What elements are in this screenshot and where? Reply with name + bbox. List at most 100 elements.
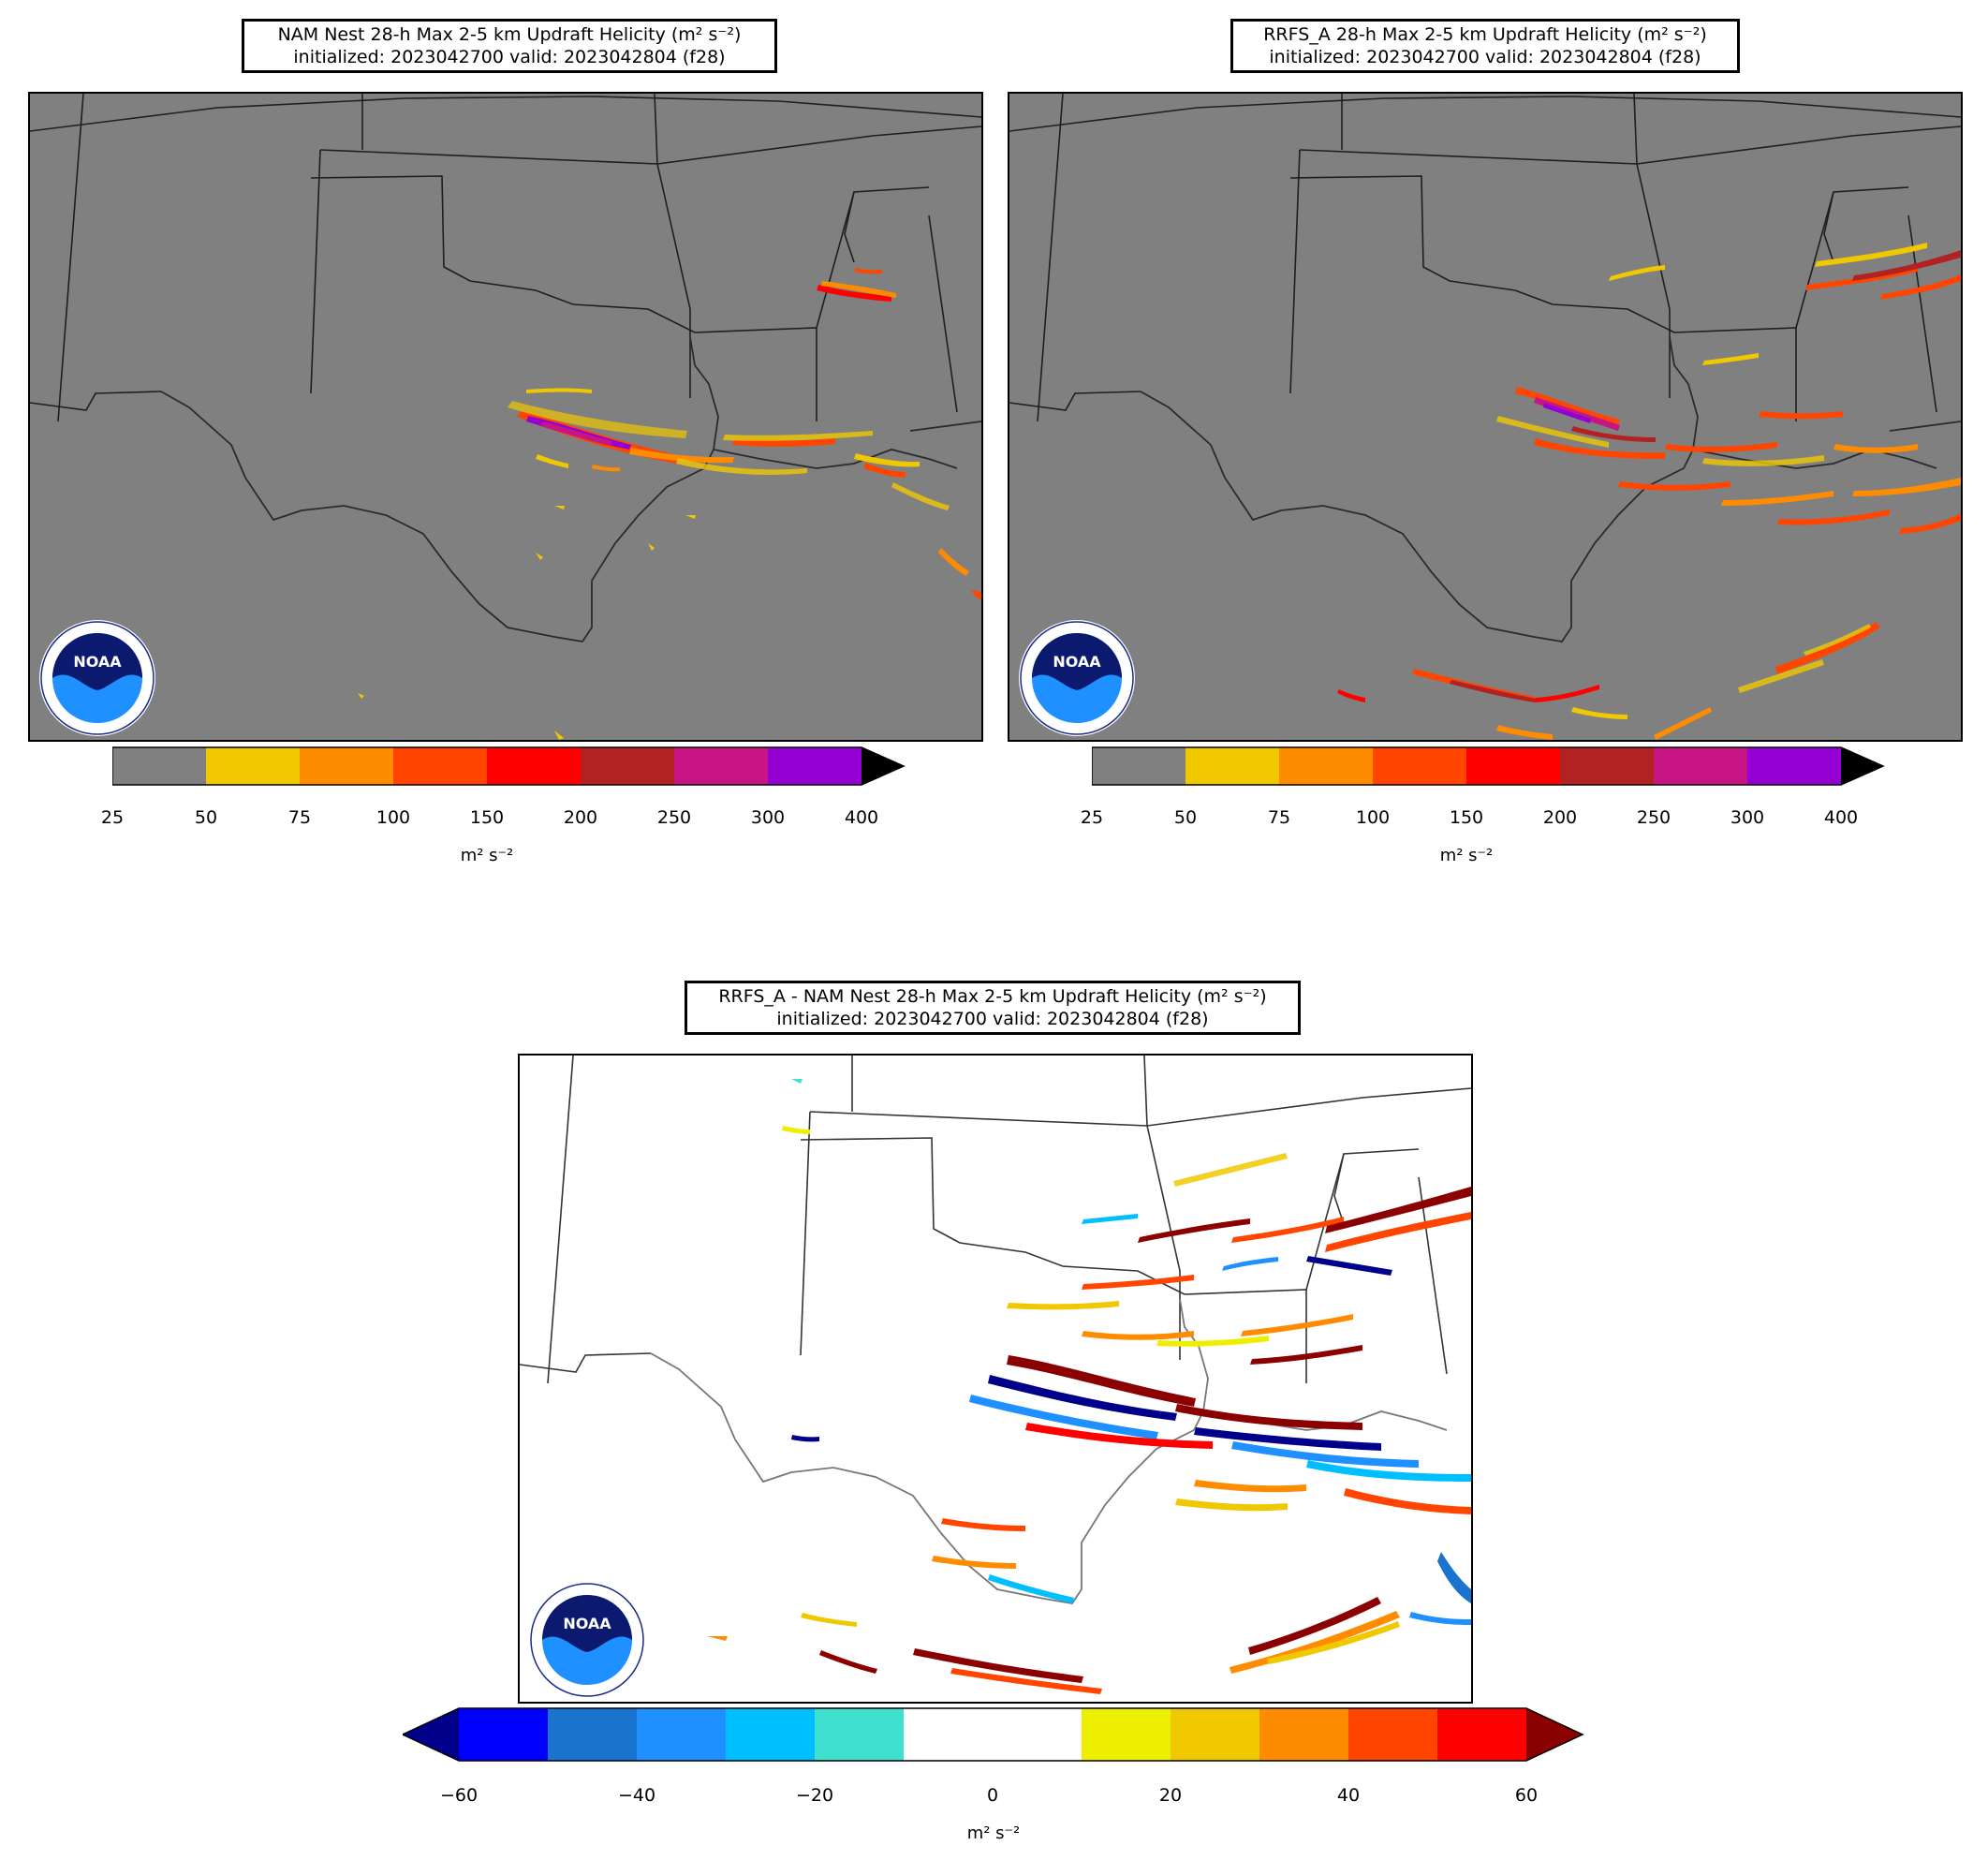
colorbar-tick-label: 50: [194, 807, 218, 828]
rrfs-colorbar: [1092, 746, 1888, 787]
nam-title: NAM Nest 28-h Max 2-5 km Updraft Helicit…: [242, 19, 777, 73]
nam-colorbar-svg: [112, 746, 906, 786]
state-borders: [520, 1056, 1471, 1384]
colorbar-tick-label: 300: [750, 807, 786, 828]
diff-title-line1: RRFS_A - NAM Nest 28-h Max 2-5 km Updraf…: [718, 986, 1267, 1007]
diff-colorbar-unit: m² s⁻²: [966, 1823, 1021, 1843]
colorbar-tick-label: 200: [563, 807, 598, 828]
colorbar-segment: [112, 747, 207, 785]
rrfs-colorbar-ticks: 25 50 75 100 150 200 250 300 400: [1081, 807, 1858, 835]
colorbar-segment: [1259, 1708, 1349, 1761]
colorbar-tick-label: 300: [1730, 807, 1765, 828]
colorbar-tick-label: 25: [1080, 807, 1104, 828]
rrfs-title-line2: initialized: 2023042700 valid: 202304280…: [1269, 47, 1701, 67]
colorbar-segment: [674, 747, 769, 785]
noaa-logo-icon: NOAA: [1019, 620, 1135, 736]
nam-storm-swaths: [358, 268, 981, 740]
colorbar-tick-label: 150: [469, 807, 505, 828]
noaa-logo-text: NOAA: [1053, 653, 1101, 671]
colorbar-segment: [1185, 747, 1280, 785]
colorbar-tick-label: 400: [1823, 807, 1859, 828]
colorbar-tick-label: 0: [986, 1785, 999, 1806]
noaa-logo: NOAA: [32, 620, 163, 737]
rrfs-storm-swaths: [1337, 243, 1961, 740]
nam-colorbar-ticks: 25 50 75 100 150 200 250 300 400: [101, 807, 878, 835]
colorbar-tick-label: 100: [1355, 807, 1391, 828]
colorbar-segment: [393, 747, 488, 785]
colorbar-segment: [1082, 1708, 1171, 1761]
colorbar-segment: [1437, 1708, 1527, 1761]
colorbar-tick-label: 40: [1336, 1785, 1361, 1806]
colorbar-outline: [1092, 746, 1885, 786]
colorbar-segment: [206, 747, 301, 785]
colorbar-tick-label: 25: [100, 807, 125, 828]
rrfs-colorbar-unit: m² s⁻²: [1439, 846, 1494, 865]
nam-title-line2: initialized: 2023042700 valid: 202304280…: [293, 47, 726, 67]
colorbar-tick-label: 20: [1158, 1785, 1183, 1806]
colorbar-segment: [768, 747, 862, 785]
colorbar-tick-label: 250: [656, 807, 692, 828]
colorbar-tick-label: 50: [1173, 807, 1198, 828]
diff-colorbar: [403, 1706, 1584, 1763]
colorbar-segment: [1373, 747, 1467, 785]
nam-map-svg: [30, 94, 981, 740]
rrfs-map: NOAA: [1008, 92, 1963, 742]
state-borders: [30, 94, 981, 422]
colorbar-segment: [1092, 747, 1186, 785]
diff-map-svg: [520, 1056, 1471, 1694]
colorbar-tick-label: 250: [1636, 807, 1671, 828]
texas-coast: [1140, 336, 1961, 642]
colorbar-segment: [815, 1708, 905, 1761]
nam-map: NOAA: [28, 92, 983, 742]
diff-title-line2: initialized: 2023042700 valid: 202304280…: [776, 1009, 1209, 1029]
colorbar-segment: [581, 747, 675, 785]
colorbar-segment: [1171, 1708, 1260, 1761]
diff-map: NOAA: [518, 1054, 1473, 1704]
colorbar-outline: [403, 1707, 1584, 1762]
colorbar-tick-label: 60: [1514, 1785, 1539, 1806]
colorbar-tick-label: 75: [287, 807, 312, 828]
texas-coast: [650, 1298, 1448, 1604]
colorbar-tick-label: 100: [376, 807, 411, 828]
colorbar-outline: [112, 746, 906, 786]
colorbar-segment: [1654, 747, 1748, 785]
noaa-logo-text: NOAA: [563, 1615, 611, 1632]
nam-colorbar-unit: m² s⁻²: [460, 846, 514, 865]
colorbar-extend-high: [1526, 1708, 1583, 1761]
rrfs-colorbar-svg: [1092, 746, 1885, 786]
colorbar-tick-label: 150: [1449, 807, 1484, 828]
colorbar-segment: [1747, 747, 1842, 785]
colorbar-tick-label: −60: [439, 1785, 479, 1806]
colorbar-segment: [726, 1708, 816, 1761]
colorbar-segment: [1279, 747, 1374, 785]
colorbar-tick-label: 400: [844, 807, 879, 828]
noaa-logo-text: NOAA: [73, 653, 122, 671]
colorbar-segment: [1560, 747, 1655, 785]
colorbar-segment: [459, 1708, 549, 1761]
colorbar-segment: [637, 1708, 727, 1761]
noaa-logo: NOAA: [1011, 620, 1142, 737]
colorbar-extend-low: [403, 1708, 459, 1761]
texas-coast: [160, 336, 981, 642]
diff-colorbar-ticks: −60 −40 −20 0 20 40 60: [403, 1785, 1584, 1813]
colorbar-segment: [1348, 1708, 1438, 1761]
nam-colorbar: [112, 746, 908, 787]
colorbar-segment: [548, 1708, 638, 1761]
colorbar-segment: [904, 1708, 994, 1761]
colorbar-tick-label: −20: [795, 1785, 834, 1806]
colorbar-segment: [993, 1708, 1082, 1761]
diff-title: RRFS_A - NAM Nest 28-h Max 2-5 km Updraf…: [685, 981, 1301, 1035]
noaa-logo-icon: NOAA: [529, 1582, 645, 1698]
noaa-logo: NOAA: [522, 1582, 653, 1699]
state-borders: [1009, 94, 1961, 422]
colorbar-segment: [1466, 747, 1561, 785]
noaa-logo-icon: NOAA: [39, 620, 155, 736]
diff-swaths: [707, 1079, 1471, 1694]
colorbar-tick-label: 200: [1542, 807, 1578, 828]
rrfs-title: RRFS_A 28-h Max 2-5 km Updraft Helicity …: [1230, 19, 1740, 73]
colorbar-extend-arrow: [1841, 747, 1883, 785]
colorbar-tick-label: −40: [617, 1785, 656, 1806]
rrfs-map-svg: [1009, 94, 1961, 740]
colorbar-extend-arrow: [861, 747, 904, 785]
colorbar-tick-label: 75: [1267, 807, 1291, 828]
